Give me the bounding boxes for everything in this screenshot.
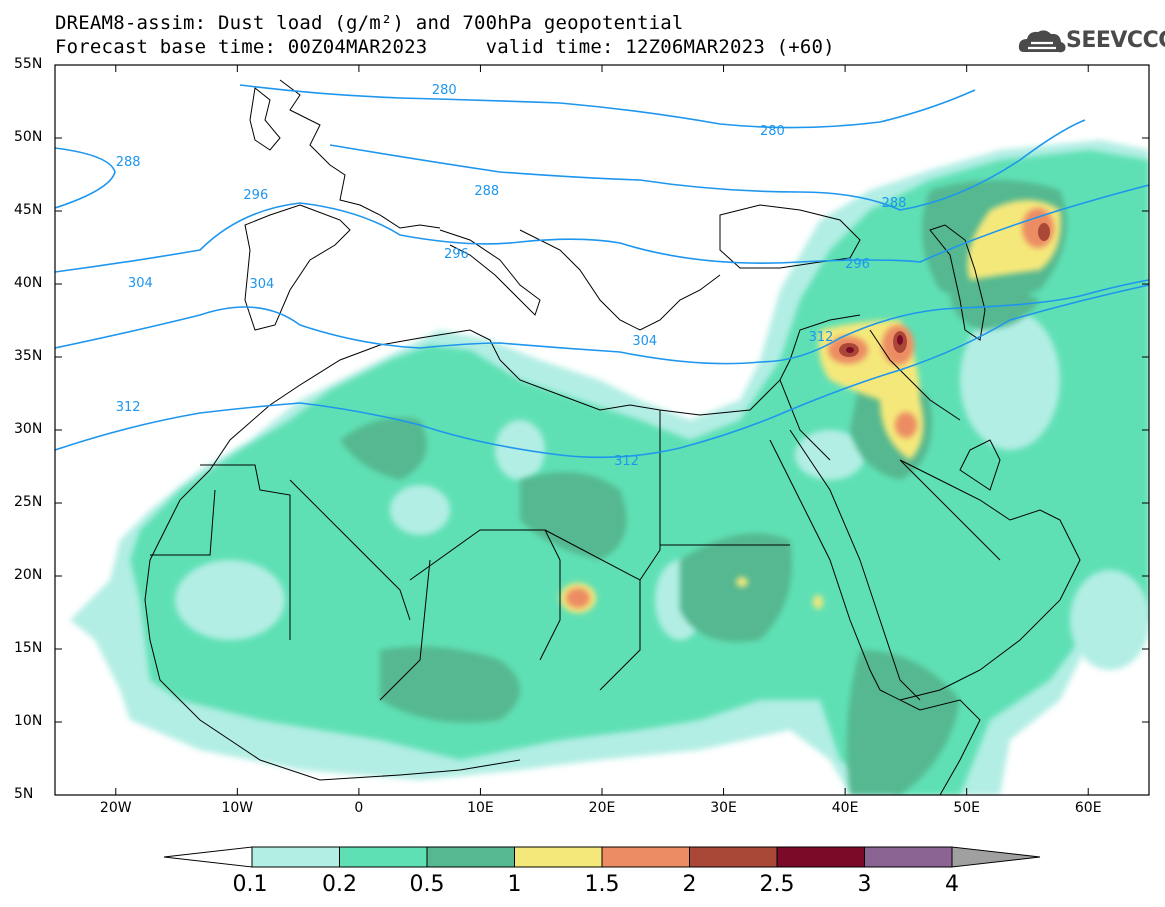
lat-label: 55N (14, 56, 43, 72)
lon-label: 40E (831, 800, 859, 816)
lat-label: 45N (14, 202, 43, 218)
contour-288 (329, 119, 1086, 211)
contour-label: 288 (881, 195, 907, 211)
lon-label: 10E (467, 800, 494, 816)
colorbar-over-triangle (951, 846, 1041, 868)
contour-label: 312 (614, 454, 639, 470)
lat-label: 20N (14, 567, 43, 583)
lat-label: 15N (14, 640, 43, 656)
colorbar-swatch (689, 846, 778, 868)
colorbar-swatch (776, 846, 865, 868)
contour-label: 280 (760, 124, 785, 140)
colorbar-label: 4 (945, 872, 959, 897)
contour-288-west (55, 147, 116, 209)
colorbar-swatch (339, 846, 428, 868)
contour-label: 312 (808, 330, 834, 346)
map-title: DREAM8-assim: Dust load (g/m²) and 700hP… (55, 12, 684, 34)
colorbar-label: 0.2 (322, 872, 357, 897)
contour-label: 296 (443, 246, 469, 262)
lat-label: 50N (14, 129, 43, 145)
lat-label: 40N (14, 275, 43, 291)
contour-label: 296 (845, 257, 870, 273)
lat-label: 5N (14, 786, 34, 802)
geopotential-contours (55, 84, 1149, 459)
contour-312 (55, 284, 1149, 459)
map-subtitle-times: Forecast base time: 00Z04MAR2023 valid t… (55, 36, 835, 58)
colorbar-swatch (514, 846, 603, 868)
colorbar-label: 3 (857, 872, 872, 897)
contour-label: 288 (115, 154, 141, 170)
lat-label: 35N (14, 348, 43, 364)
contour-304 (55, 279, 1149, 365)
lon-label: 0 (354, 800, 364, 816)
lon-label: 20E (588, 800, 616, 816)
contour-label: 312 (115, 400, 141, 416)
lon-label: 10W (221, 800, 254, 816)
contour-296 (55, 184, 1149, 273)
colorbar-swatch (864, 846, 953, 868)
colorbar-label: 0.5 (409, 872, 445, 897)
colorbar-label: 1 (507, 872, 522, 897)
contour-280 (239, 84, 976, 129)
colorbar-swatch (426, 846, 515, 868)
colorbar (163, 846, 1041, 868)
colorbar-label: 1.5 (584, 872, 620, 897)
axis-ticks (55, 64, 1149, 796)
lon-label: 50E (953, 800, 980, 816)
contour-label: 288 (474, 184, 500, 200)
dust-field (70, 140, 1149, 795)
lat-label: 10N (14, 713, 43, 729)
contour-label: 304 (127, 276, 153, 291)
lon-label: 30E (710, 800, 737, 816)
lon-label: 20W (99, 800, 132, 816)
coastlines (144, 79, 1081, 795)
lat-label: 25N (14, 494, 43, 510)
lon-label: 60E (1074, 800, 1102, 816)
contour-label: 280 (431, 83, 457, 99)
contour-label: 304 (249, 277, 275, 293)
colorbar-label: 0.1 (232, 872, 268, 897)
logo-text: SEEVCCC (1066, 28, 1165, 53)
colorbar-label: 2.5 (759, 872, 795, 897)
colorbar-swatch (601, 846, 690, 868)
colorbar-under-triangle (163, 846, 253, 868)
colorbar-swatch (251, 846, 340, 868)
colorbar-label: 2 (682, 872, 697, 897)
contour-label: 296 (243, 188, 269, 204)
cloud-icon (1018, 30, 1066, 53)
contour-label: 304 (632, 334, 658, 350)
lat-label: 30N (14, 421, 43, 437)
